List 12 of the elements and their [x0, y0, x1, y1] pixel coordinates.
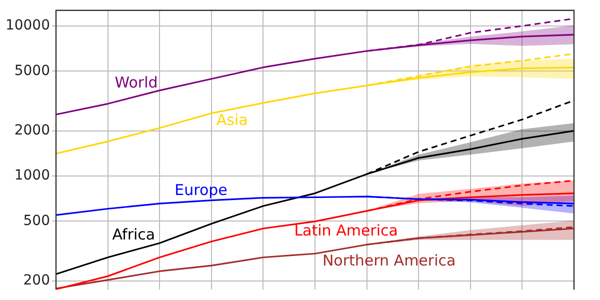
- y-tick-label: 2000: [14, 122, 50, 138]
- y-tick-label: 10000: [5, 18, 50, 34]
- series-label: World: [114, 74, 158, 92]
- y-tick-label: 500: [23, 212, 50, 229]
- y-tick-label: 200: [23, 272, 50, 289]
- y-tick-label: 5000: [14, 62, 50, 79]
- series-label: Africa: [112, 226, 156, 244]
- series-label: Latin America: [294, 222, 398, 240]
- series-label: Europe: [174, 181, 228, 200]
- y-tick-label: 1000: [14, 168, 50, 184]
- series-label: Asia: [216, 111, 248, 130]
- series-label: Northern America: [322, 252, 456, 270]
